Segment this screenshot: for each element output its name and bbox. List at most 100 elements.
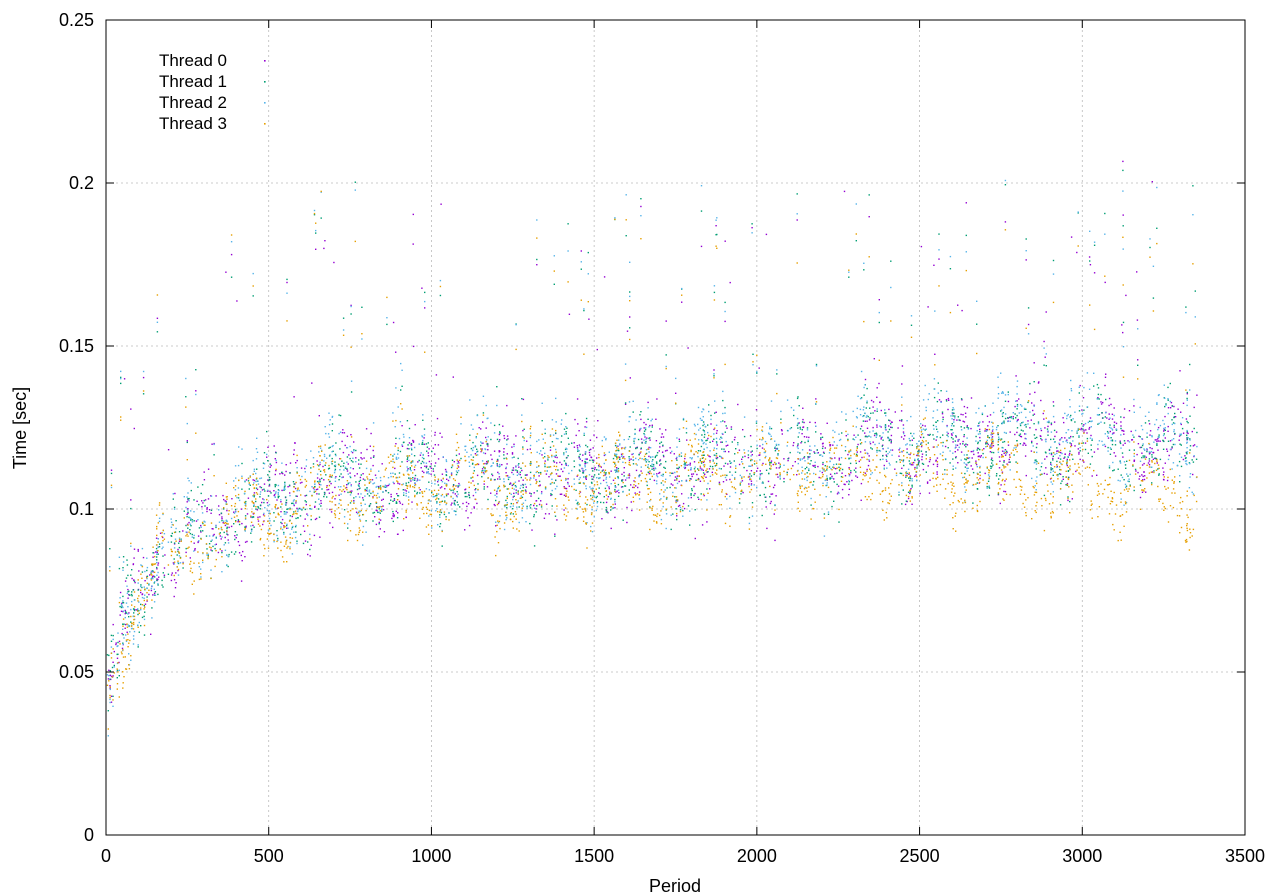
data-point xyxy=(637,486,639,489)
data-point xyxy=(650,420,652,422)
data-point xyxy=(1162,448,1165,450)
data-point xyxy=(333,465,336,467)
data-point xyxy=(436,508,438,510)
data-point xyxy=(1157,437,1159,440)
data-point xyxy=(881,445,883,447)
data-point xyxy=(936,473,938,475)
data-point xyxy=(1102,417,1104,419)
data-point xyxy=(944,458,947,460)
data-point xyxy=(1023,424,1026,426)
data-point xyxy=(647,464,649,466)
data-point xyxy=(796,446,799,448)
data-point xyxy=(223,544,225,546)
data-point xyxy=(1033,405,1035,407)
data-point xyxy=(947,447,949,449)
data-point xyxy=(1093,272,1096,274)
data-point xyxy=(509,476,511,478)
data-point xyxy=(498,455,501,457)
data-point xyxy=(392,510,394,513)
data-point xyxy=(1088,388,1091,390)
data-point xyxy=(1009,431,1011,433)
data-point xyxy=(1126,473,1128,475)
data-point xyxy=(676,475,679,477)
data-point xyxy=(614,453,616,455)
data-point xyxy=(1166,479,1169,482)
data-point xyxy=(226,533,228,535)
data-point xyxy=(899,459,901,461)
data-point xyxy=(876,433,878,435)
data-point xyxy=(130,608,132,611)
data-point xyxy=(204,521,206,523)
data-point xyxy=(678,440,681,442)
data-point xyxy=(360,457,362,459)
data-point xyxy=(359,518,361,521)
data-point xyxy=(1050,452,1053,454)
data-point xyxy=(464,529,466,531)
data-point xyxy=(956,419,958,421)
data-point xyxy=(1025,416,1027,419)
data-point xyxy=(1171,447,1173,449)
data-point xyxy=(454,499,456,502)
data-point xyxy=(1174,416,1177,418)
data-point xyxy=(691,488,693,490)
data-point xyxy=(408,437,411,439)
data-point xyxy=(225,519,228,521)
data-point xyxy=(932,410,935,412)
data-point xyxy=(687,475,690,477)
data-point xyxy=(1178,435,1181,437)
data-point xyxy=(1079,458,1081,461)
data-point xyxy=(511,452,514,454)
data-point xyxy=(684,467,686,470)
data-point xyxy=(1077,211,1079,213)
data-point xyxy=(395,510,397,512)
data-point xyxy=(720,468,722,470)
data-point xyxy=(213,454,215,456)
data-point xyxy=(1137,359,1139,361)
data-point xyxy=(769,428,771,430)
data-point xyxy=(810,504,812,506)
data-point xyxy=(592,467,594,470)
data-point xyxy=(1063,421,1065,424)
data-point xyxy=(153,588,155,590)
data-point xyxy=(561,463,563,466)
data-point xyxy=(228,526,230,529)
data-point xyxy=(951,398,954,400)
data-point xyxy=(1157,394,1160,397)
data-point xyxy=(518,473,520,475)
data-point xyxy=(700,419,703,421)
data-point xyxy=(1084,442,1087,444)
data-point xyxy=(879,435,881,437)
data-point xyxy=(656,462,658,465)
data-point xyxy=(533,515,535,518)
data-point xyxy=(154,591,157,593)
data-point xyxy=(235,551,237,553)
data-point xyxy=(833,500,835,502)
data-point xyxy=(1043,340,1045,343)
data-point xyxy=(1139,460,1142,462)
data-point xyxy=(786,471,788,474)
data-point xyxy=(521,398,523,400)
data-point xyxy=(917,453,919,456)
data-point xyxy=(728,451,730,453)
data-point xyxy=(1043,364,1045,366)
data-point xyxy=(366,488,368,490)
data-point xyxy=(1142,455,1144,457)
data-point xyxy=(162,586,164,588)
data-point xyxy=(952,468,954,470)
data-point xyxy=(942,451,944,453)
data-point xyxy=(715,424,718,426)
data-point xyxy=(223,520,225,522)
data-point xyxy=(976,482,978,484)
data-point xyxy=(960,459,962,461)
data-point xyxy=(689,457,691,459)
data-point xyxy=(998,456,1001,458)
data-point xyxy=(1115,429,1118,431)
data-point xyxy=(453,461,455,463)
data-point xyxy=(123,637,125,639)
data-point xyxy=(428,460,431,463)
data-point xyxy=(1106,430,1109,433)
data-point xyxy=(292,525,294,528)
data-point xyxy=(577,423,579,425)
data-point xyxy=(161,547,163,550)
data-point xyxy=(1192,185,1194,187)
